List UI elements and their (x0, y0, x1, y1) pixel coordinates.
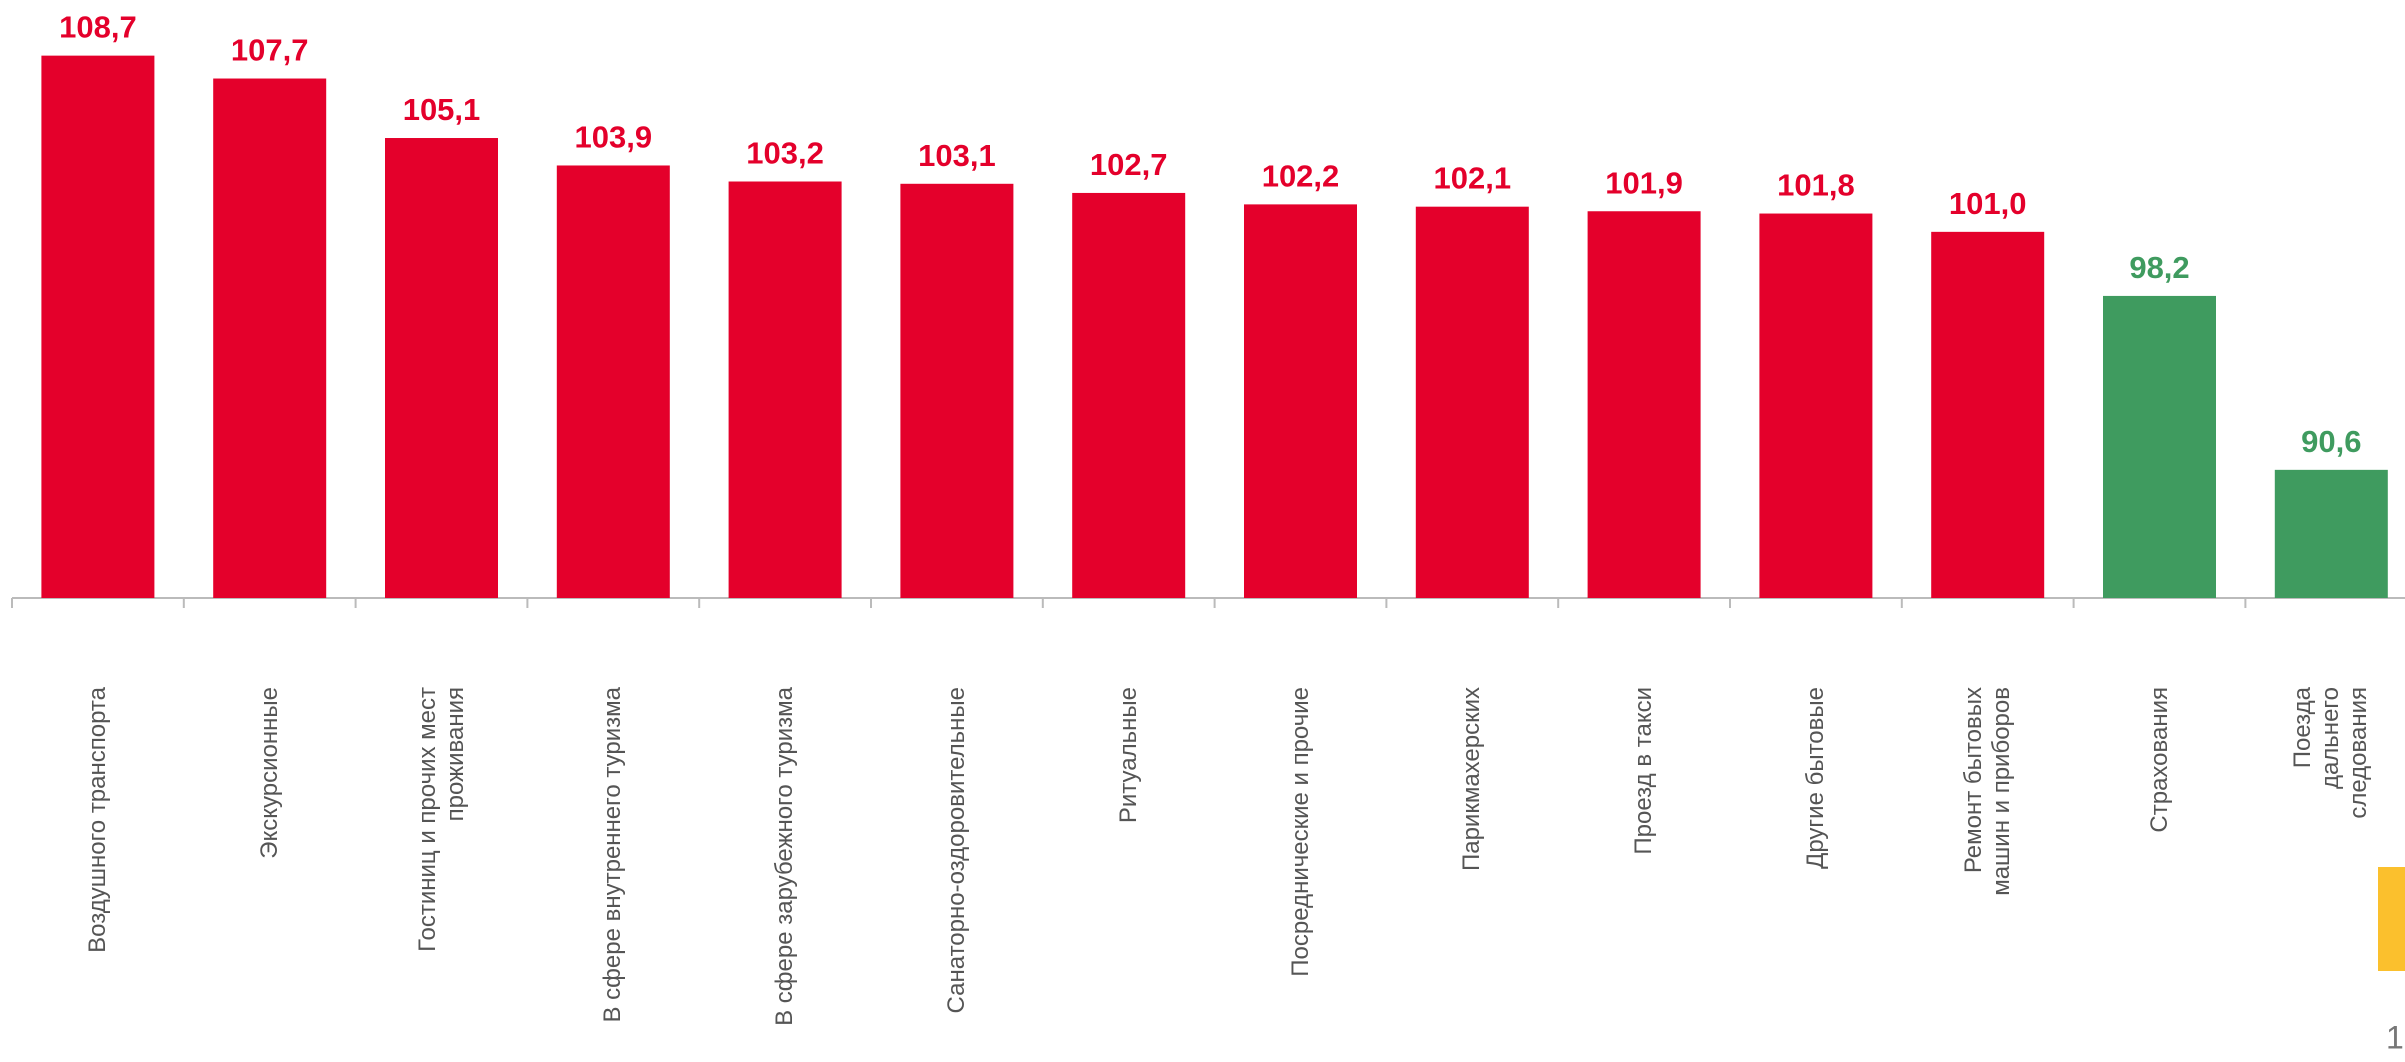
bar (1415, 206, 1529, 598)
bar (900, 183, 1014, 599)
x-tick-label: Парикмахерских (1458, 687, 1486, 872)
bar (213, 78, 327, 599)
x-tick-label: Проезд в такси (1630, 687, 1658, 855)
bar (1072, 192, 1186, 598)
value-label: 107,7 (231, 33, 309, 68)
value-label: 103,1 (918, 138, 996, 173)
value-label: 103,9 (575, 119, 653, 154)
value-label: 103,2 (746, 136, 824, 171)
x-tick-label: Поезда дальнего следования (2289, 686, 2373, 819)
x-tick-label: Воздушного транспорта (83, 687, 111, 953)
value-label: 101,0 (1949, 186, 2027, 221)
bar (385, 138, 498, 598)
bar (556, 165, 670, 598)
x-tick-label: Санаторно-оздоровительные (942, 687, 970, 1014)
value-label: 90,6 (2301, 424, 2361, 459)
bar (1931, 231, 2045, 598)
x-tick-label: Другие бытовые (1801, 687, 1829, 869)
value-label: 102,1 (1434, 161, 1512, 196)
page-number: 1 (2386, 1019, 2404, 1055)
value-label: 105,1 (403, 92, 481, 127)
bar (1587, 211, 1701, 598)
x-tick-label: Страхования (2145, 687, 2173, 833)
bar (2274, 469, 2388, 598)
bar (728, 181, 842, 598)
x-tick-label: Посреднические и прочие (1286, 687, 1314, 977)
value-label: 108,7 (59, 10, 137, 45)
bar (41, 55, 155, 598)
value-label: 101,9 (1605, 165, 1683, 200)
x-tick-label: Ремонт бытовых машин и приборов (1959, 687, 2015, 896)
bar (1759, 213, 1873, 599)
decor-block (2378, 867, 2405, 971)
value-label: 102,7 (1090, 147, 1168, 182)
bar (1244, 204, 1357, 598)
x-tick-label: В сфере внутреннего туризма (599, 687, 627, 1023)
x-tick-label: Гостиниц и прочих мест проживания (413, 687, 469, 952)
value-label: 101,8 (1777, 168, 1855, 203)
x-tick-label: Ритуальные (1114, 687, 1142, 824)
x-tick-label: Экскурсионные (255, 687, 283, 859)
bar (2103, 295, 2216, 598)
x-tick-label: В сфере зарубежного туризма (771, 687, 799, 1026)
value-label: 98,2 (2129, 250, 2189, 285)
value-label: 102,2 (1262, 158, 1340, 193)
